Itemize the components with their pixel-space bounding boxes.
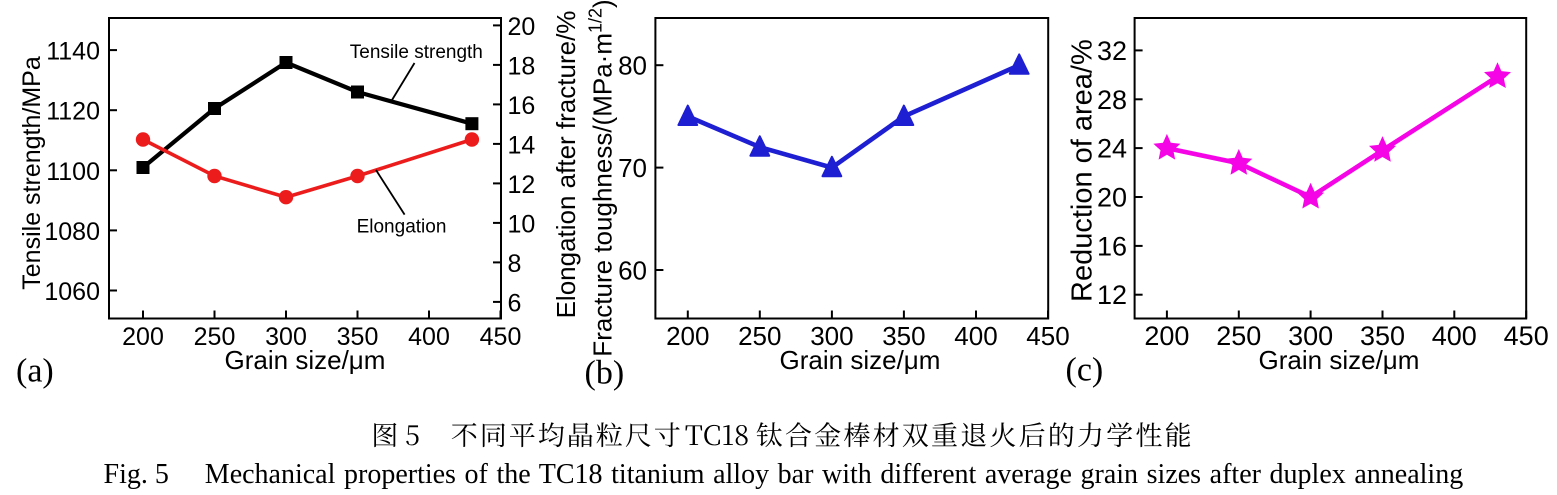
svg-text:(b): (b) [585, 354, 625, 391]
svg-text:6: 6 [508, 289, 522, 317]
svg-text:1080: 1080 [44, 218, 100, 246]
svg-text:Grain size/μm: Grain size/μm [780, 345, 941, 375]
svg-text:350: 350 [1360, 321, 1405, 351]
svg-text:400: 400 [954, 321, 997, 351]
svg-text:200: 200 [1144, 321, 1189, 351]
svg-text:450: 450 [480, 323, 522, 351]
svg-text:Elongation after fracture/%: Elongation after fracture/% [551, 11, 581, 319]
svg-text:1060: 1060 [44, 278, 100, 306]
svg-text:1100: 1100 [46, 158, 100, 186]
svg-text:12: 12 [1097, 280, 1127, 310]
svg-text:Tensile strength/MPa: Tensile strength/MPa [18, 56, 46, 290]
svg-text:200: 200 [666, 321, 709, 351]
svg-text:70: 70 [618, 153, 647, 183]
svg-text:450: 450 [1504, 321, 1549, 351]
svg-text:1140: 1140 [46, 38, 100, 66]
svg-text:250: 250 [194, 323, 236, 351]
svg-text:24: 24 [1097, 134, 1127, 164]
svg-text:350: 350 [337, 323, 379, 351]
svg-text:200: 200 [122, 323, 164, 351]
svg-text:400: 400 [408, 323, 450, 351]
svg-text:14: 14 [508, 131, 536, 159]
svg-text:80: 80 [618, 51, 647, 81]
svg-text:450: 450 [1026, 321, 1069, 351]
svg-text:250: 250 [1216, 321, 1261, 351]
svg-text:20: 20 [1097, 183, 1127, 213]
svg-text:350: 350 [882, 321, 925, 351]
svg-text:Mechanical properties of the T: Mechanical properties of the TC18 titani… [205, 459, 1463, 490]
svg-text:1120: 1120 [46, 98, 100, 126]
svg-text:(c): (c) [1066, 352, 1104, 389]
svg-text:250: 250 [738, 321, 781, 351]
svg-text:Fig. 5: Fig. 5 [104, 459, 169, 490]
svg-text:10: 10 [508, 210, 536, 238]
svg-text:60: 60 [618, 256, 647, 286]
svg-text:400: 400 [1432, 321, 1477, 351]
svg-text:Elongation: Elongation [357, 216, 447, 237]
svg-text:300: 300 [265, 323, 307, 351]
svg-text:16: 16 [1097, 231, 1127, 261]
svg-text:(a): (a) [16, 353, 54, 390]
svg-text:Fracture toughness/(MPa·m1/2): Fracture toughness/(MPa·m1/2) [586, 0, 618, 357]
svg-text:32: 32 [1097, 36, 1127, 66]
svg-text:12: 12 [508, 171, 536, 199]
svg-text:8: 8 [508, 250, 522, 278]
svg-text:Reduction of area/%: Reduction of area/% [1067, 39, 1099, 302]
svg-text:Grain size/μm: Grain size/μm [225, 345, 386, 375]
svg-text:300: 300 [1288, 321, 1333, 351]
svg-text:28: 28 [1097, 85, 1127, 115]
svg-text:300: 300 [810, 321, 853, 351]
svg-text:16: 16 [508, 92, 536, 120]
svg-text:Tensile strength: Tensile strength [350, 42, 483, 63]
svg-text:20: 20 [508, 13, 536, 41]
svg-text:Grain size/μm: Grain size/μm [1259, 345, 1420, 375]
svg-text:18: 18 [508, 52, 536, 80]
